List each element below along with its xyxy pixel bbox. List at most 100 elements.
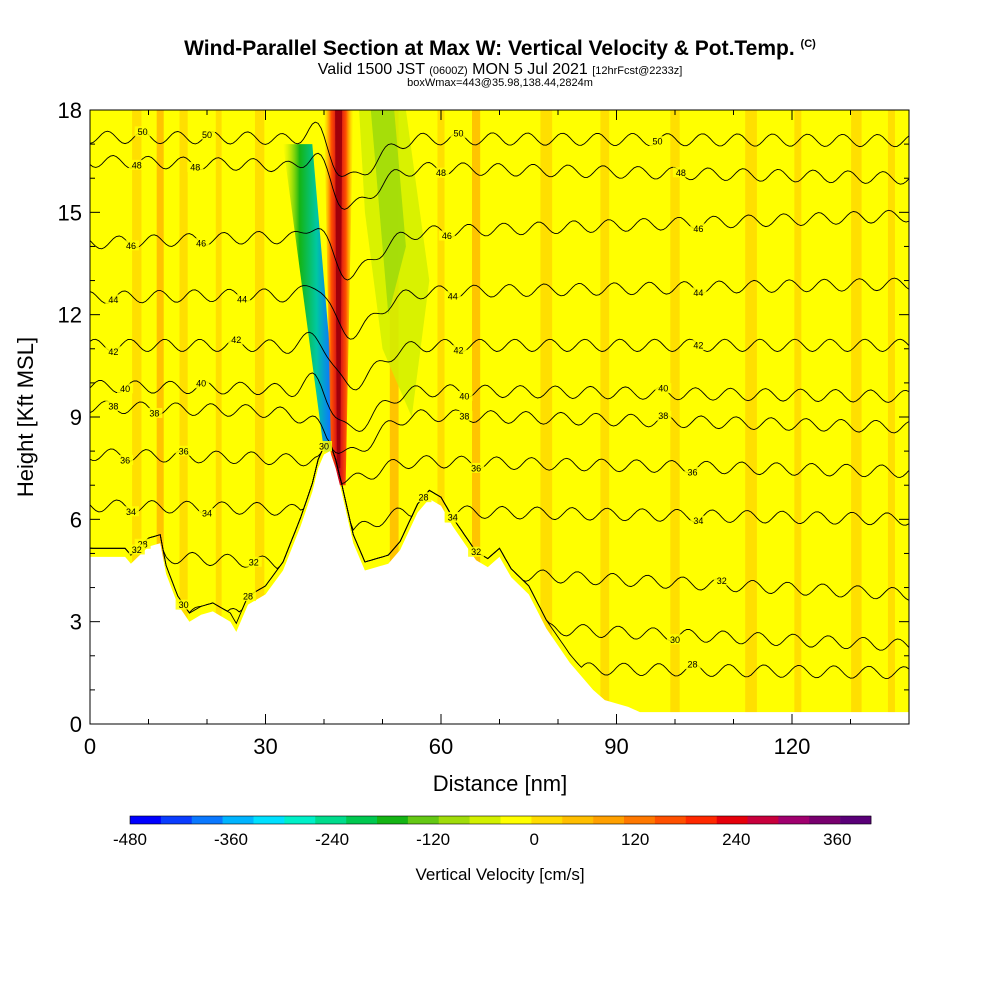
colorbar: -480 -360 -240 -120 0 120 240 360 — [113, 815, 872, 849]
velocity-band — [540, 110, 553, 724]
contour-label-bg — [684, 467, 701, 478]
contour-label: 48 — [190, 162, 200, 172]
contour-label-bg — [468, 546, 485, 557]
colorbar-swatch — [130, 816, 162, 824]
contour-label: 34 — [126, 507, 136, 517]
theta-contour-36 — [90, 441, 909, 485]
y-axis-label: Height [Kft MSL] — [13, 337, 38, 497]
contour-label-bg — [690, 515, 707, 526]
contour-label: 40 — [658, 384, 668, 394]
colorbar-tick-label: -240 — [315, 830, 349, 849]
contour-label-bg — [450, 127, 467, 138]
colorbar-swatch — [624, 816, 656, 824]
contour-label: 30 — [179, 600, 189, 610]
contour-label: 36 — [471, 463, 481, 473]
contour-label-bg — [239, 591, 256, 602]
contour-label: 44 — [448, 292, 458, 302]
contour-label-bg — [433, 167, 449, 178]
colorbar-tick-label: 120 — [621, 830, 649, 849]
contour-label-bg — [228, 334, 245, 345]
y-tick-label: 15 — [58, 200, 82, 225]
contour-label: 28 — [418, 493, 428, 503]
contour-label-bg — [128, 544, 145, 555]
velocity-band — [215, 110, 222, 724]
contour-label-bg — [690, 287, 707, 298]
valid-date: MON 5 Jul 2021 — [472, 61, 588, 78]
contour-label: 36 — [179, 446, 189, 456]
velocity-band — [794, 110, 802, 724]
colorbar-swatch — [531, 816, 563, 824]
colorbar-swatch — [685, 816, 717, 824]
contour-label-bg — [690, 223, 707, 234]
boxwmax-line: boxWmax=443@35.98,138.44,2824m — [407, 77, 593, 89]
contour-label: 44 — [108, 295, 118, 305]
colorbar-swatch — [778, 816, 810, 824]
contour-label: 50 — [138, 127, 148, 137]
theta-contour-38 — [90, 400, 909, 454]
contour-label: 32 — [132, 545, 142, 555]
colorbar-tick-label: -480 — [113, 830, 147, 849]
contour-label: 42 — [108, 347, 118, 357]
colorbar-swatch — [377, 816, 409, 824]
contour-label-bg — [134, 126, 151, 137]
contour-label-bg — [234, 294, 251, 305]
contour-label-bg — [146, 407, 163, 418]
contour-label: 48 — [436, 168, 446, 178]
theta-contour-34 — [90, 441, 909, 531]
contour-label: 40 — [120, 384, 130, 394]
velocity-band — [437, 110, 445, 724]
forecast-info: [12hrFcst@2233z] — [592, 65, 683, 77]
theta-contour-50 — [90, 121, 909, 177]
colorbar-tick-label: 240 — [722, 830, 750, 849]
contour-label: 46 — [442, 231, 452, 241]
colorbar-swatch — [500, 816, 532, 824]
velocity-band — [132, 110, 142, 724]
contour-label-bg — [193, 378, 210, 389]
colorbar-swatch — [438, 816, 470, 824]
contour-label: 38 — [658, 411, 668, 421]
x-tick-label: 90 — [604, 734, 628, 759]
contour-label: 38 — [149, 408, 159, 418]
colorbar-label: Vertical Velocity [cm/s] — [415, 865, 584, 884]
velocity-band — [600, 110, 610, 724]
contour-label-bg — [245, 556, 262, 567]
theta-contour-46 — [90, 209, 909, 281]
theta-contours — [90, 121, 909, 680]
contour-label-bg — [649, 136, 666, 147]
y-tick-label: 6 — [70, 507, 82, 532]
contour-label: 38 — [108, 401, 118, 411]
contour-label: 48 — [132, 160, 142, 170]
colorbar-swatch — [284, 816, 316, 824]
colorbar-swatch — [407, 816, 440, 824]
colorbar-swatch — [716, 816, 748, 824]
contour-label-bg — [456, 390, 473, 401]
velocity-field — [132, 110, 895, 724]
contour-label-bg — [713, 575, 730, 586]
contour-labels: 2828282830303030323232323434343436363636… — [105, 126, 730, 670]
theta-contour-42 — [90, 331, 909, 391]
contour-label-bg — [450, 345, 467, 356]
contour-label: 38 — [459, 411, 469, 421]
contour-label: 50 — [652, 137, 662, 147]
contour-label: 42 — [454, 346, 464, 356]
contour-label-bg — [655, 410, 672, 421]
contour-label-bg — [105, 400, 122, 411]
x-tick-label: 30 — [253, 734, 277, 759]
valid-time: Valid 1500 JST — [317, 61, 425, 78]
contour-label: 34 — [693, 516, 703, 526]
velocity-band — [887, 110, 895, 724]
terrain-mask — [90, 451, 909, 724]
contour-label: 30 — [670, 635, 680, 645]
contour-label: 40 — [196, 379, 206, 389]
contour-label: 48 — [676, 168, 686, 178]
y-tick-label: 3 — [70, 610, 82, 635]
contour-label: 42 — [231, 335, 241, 345]
velocity-band — [851, 110, 862, 724]
contour-label-bg — [667, 634, 683, 645]
contour-label: 28 — [243, 592, 253, 602]
utc-time: (0600Z) — [429, 65, 468, 77]
velocity-band — [179, 110, 188, 724]
title-text: Wind-Parallel Section at Max W: Vertical… — [184, 37, 795, 60]
x-tick-label: 60 — [429, 734, 453, 759]
